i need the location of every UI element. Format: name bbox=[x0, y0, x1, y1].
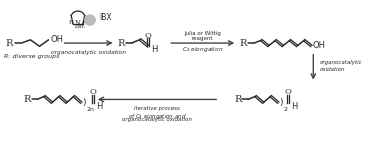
Text: H: H bbox=[291, 102, 297, 111]
Text: organocatalytic oxidation: organocatalytic oxidation bbox=[51, 50, 126, 55]
Text: H: H bbox=[96, 102, 103, 111]
Text: H: H bbox=[151, 45, 158, 54]
Text: R: R bbox=[240, 39, 247, 48]
Text: O: O bbox=[90, 88, 97, 96]
Text: H: H bbox=[68, 20, 73, 25]
Text: R: R bbox=[118, 39, 125, 48]
Text: of $C_4$ elongation and: of $C_4$ elongation and bbox=[128, 112, 186, 121]
Text: cat.: cat. bbox=[75, 24, 87, 29]
Text: R: R bbox=[234, 95, 242, 104]
Text: R: diverse groups: R: diverse groups bbox=[4, 54, 59, 59]
Text: ): ) bbox=[82, 98, 86, 107]
Text: organocatalytic
oxidation: organocatalytic oxidation bbox=[320, 60, 363, 72]
Text: N: N bbox=[74, 19, 81, 27]
Text: reagent: reagent bbox=[192, 36, 213, 41]
Text: Julia or Wittig: Julia or Wittig bbox=[184, 30, 221, 36]
Text: OH: OH bbox=[50, 35, 63, 44]
Text: $C_4$ elongation: $C_4$ elongation bbox=[182, 45, 223, 54]
Text: ): ) bbox=[279, 98, 283, 107]
Text: IBX: IBX bbox=[99, 13, 112, 22]
Text: 2n: 2n bbox=[87, 107, 94, 112]
Circle shape bbox=[85, 15, 95, 25]
Text: organocatalytic oxidation: organocatalytic oxidation bbox=[122, 117, 192, 122]
Text: O: O bbox=[285, 88, 291, 96]
Text: R: R bbox=[5, 39, 12, 48]
Text: 2: 2 bbox=[284, 107, 288, 112]
Text: OH: OH bbox=[313, 41, 326, 50]
Text: iterative process: iterative process bbox=[134, 106, 180, 111]
Text: O: O bbox=[144, 32, 151, 40]
Text: R: R bbox=[23, 95, 31, 104]
